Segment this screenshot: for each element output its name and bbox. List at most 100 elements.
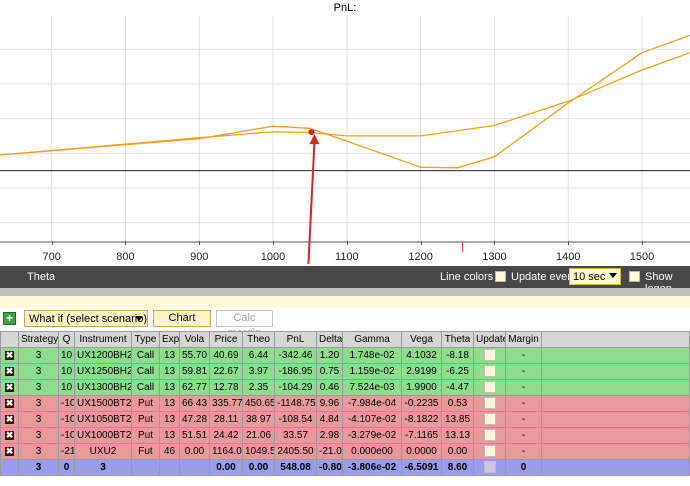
cell-theta: -8.18 <box>441 347 474 364</box>
cell-exp: 13 <box>159 379 180 396</box>
add-row-button[interactable]: + <box>3 312 16 325</box>
cell-strategy: 3 <box>18 411 59 428</box>
x-axis: 700 800 900 1000 1100 1200 1300 1400 1500 <box>0 241 690 266</box>
total-update <box>473 459 506 476</box>
cell-theta: 0.53 <box>441 395 474 412</box>
column-header-theta[interactable]: Theta <box>441 331 474 348</box>
cell-gamma: 0.000e00 <box>342 443 402 460</box>
update-checkbox[interactable] <box>483 413 496 426</box>
x-tick-mark <box>642 241 644 245</box>
table-row[interactable]: ✖ 3 10 UX1200BH2 Call 13 55.70 40.69 6.44 -342.46… <box>0 347 690 364</box>
cell-instrument: UX1000BT2 <box>74 427 132 444</box>
update-interval-select[interactable]: 10 sec <box>569 268 621 285</box>
x-tick-label: 700 <box>42 251 61 263</box>
cell-gamma: 1.748e-02 <box>342 347 402 364</box>
cell-filler <box>541 363 690 380</box>
cell-q: 10 <box>58 347 75 364</box>
cell-margin: - <box>505 379 542 396</box>
total-theta: 8.60 <box>441 459 474 476</box>
cell-filler <box>541 427 690 444</box>
scenario-select[interactable]: What if (select scenario) <box>24 310 148 327</box>
column-header-q[interactable]: Q <box>58 331 75 348</box>
cell-exp: 13 <box>159 395 180 412</box>
cell-theo: 2.35 <box>242 379 275 396</box>
update-checkbox[interactable] <box>483 429 496 442</box>
cell-vega: -0.2235 <box>401 395 442 412</box>
column-header-margin[interactable]: Margin <box>505 331 542 348</box>
cell-pnl: -186.95 <box>274 363 317 380</box>
column-header-exp[interactable]: Exp <box>159 331 180 348</box>
cell-q: -10 <box>58 395 75 412</box>
table-row[interactable]: ✖ 3 10 UX1250BH2 Call 13 59.81 22.67 3.97 -186.95… <box>0 363 690 380</box>
theta-label: Theta <box>27 271 56 283</box>
cell-q: 10 <box>58 363 75 380</box>
table-row[interactable]: ✖ 3 -10 UX1500BT2 Put 13 66.43 335.77 450.65 -114… <box>0 395 690 412</box>
delete-row-button[interactable]: ✖ <box>0 411 19 428</box>
cell-filler <box>541 459 690 476</box>
update-checkbox[interactable] <box>483 349 496 362</box>
column-header-price[interactable]: Price <box>209 331 243 348</box>
cell-update[interactable] <box>473 395 506 412</box>
cell-update[interactable] <box>473 443 506 460</box>
cell-update[interactable] <box>473 363 506 380</box>
delete-row-button[interactable]: ✖ <box>0 379 19 396</box>
update-every-checkbox[interactable] <box>495 271 506 282</box>
column-header-theo[interactable]: Theo <box>242 331 275 348</box>
update-checkbox[interactable] <box>483 365 496 378</box>
column-header-delta[interactable]: Delta <box>316 331 343 348</box>
pnl-chart[interactable] <box>0 16 690 266</box>
total-instrument: 3 <box>74 459 132 476</box>
delete-row-button[interactable]: ✖ <box>0 347 19 364</box>
cell-margin: - <box>505 411 542 428</box>
cell-strategy: 3 <box>18 379 59 396</box>
pnl-series-line-1 <box>0 34 690 169</box>
column-header-type[interactable]: Type <box>131 331 160 348</box>
cell-vega: 2.9199 <box>401 363 442 380</box>
cell-update[interactable] <box>473 347 506 364</box>
total-type <box>131 459 160 476</box>
x-tick-mark <box>125 241 127 245</box>
total-row: 3 0 3 0.00 0.00 548.08 -0.80 -3.806e-02 -6.5091 8… <box>0 459 690 476</box>
cell-update[interactable] <box>473 427 506 444</box>
cell-type: Call <box>131 363 160 380</box>
calc-margin-button[interactable]: Calc margin <box>216 310 273 339</box>
cell-theta: -4.47 <box>441 379 474 396</box>
cell-update[interactable] <box>473 379 506 396</box>
table-row[interactable]: ✖ 3 10 UX1300BH2 Call 13 62.77 12.78 2.35 -104.29… <box>0 379 690 396</box>
cell-exp: 13 <box>159 411 180 428</box>
total-exp <box>159 459 180 476</box>
cell-price: 28.11 <box>209 411 243 428</box>
scenario-select-value: What if (select scenario) <box>29 313 147 325</box>
table-row[interactable]: ✖3-21UXU2Fut460.001164.051049.502405.50-… <box>0 443 690 460</box>
column-header-vega[interactable]: Vega <box>401 331 442 348</box>
line-colors-label[interactable]: Line colors <box>440 271 494 283</box>
splitter-bar[interactable] <box>0 288 690 296</box>
cell-theo: 6.44 <box>242 347 275 364</box>
cell-update[interactable] <box>473 411 506 428</box>
cell-instrument: UX1050BT2 <box>74 411 132 428</box>
delete-row-button[interactable]: ✖ <box>0 427 19 444</box>
chevron-down-icon <box>135 316 143 321</box>
table-row[interactable]: ✖ 3 -10 UX1050BT2 Put 13 47.28 28.11 38.97 -108.5… <box>0 411 690 428</box>
column-header-delete[interactable] <box>0 331 19 348</box>
delete-icon: ✖ <box>5 398 14 408</box>
update-checkbox[interactable] <box>483 397 496 410</box>
column-header-strategy[interactable]: Strategy <box>18 331 59 348</box>
column-header-pnl[interactable]: PnL <box>274 331 317 348</box>
column-header-gamma[interactable]: Gamma <box>342 331 402 348</box>
column-header-instrument[interactable]: Instrument <box>74 331 132 348</box>
show-legend-checkbox[interactable] <box>629 271 640 282</box>
column-header-filler <box>541 331 690 348</box>
delete-row-button[interactable]: ✖ <box>0 363 19 380</box>
column-header-vola[interactable]: Vola <box>179 331 210 348</box>
cell-theta: 13.13 <box>441 427 474 444</box>
update-checkbox[interactable] <box>483 381 496 394</box>
delete-row-button[interactable]: ✖ <box>0 443 19 460</box>
chart-button[interactable]: Chart <box>153 310 211 327</box>
table-row[interactable]: ✖ 3 -10 UX1000BT2 Put 13 51.51 24.42 21.06 33.57 2… <box>0 427 690 444</box>
delete-row-button[interactable]: ✖ <box>0 395 19 412</box>
update-checkbox[interactable] <box>483 445 496 458</box>
column-header-update[interactable]: Update <box>473 331 506 348</box>
cell-pnl: -104.29 <box>274 379 317 396</box>
cell-instrument: UX1250BH2 <box>74 363 132 380</box>
